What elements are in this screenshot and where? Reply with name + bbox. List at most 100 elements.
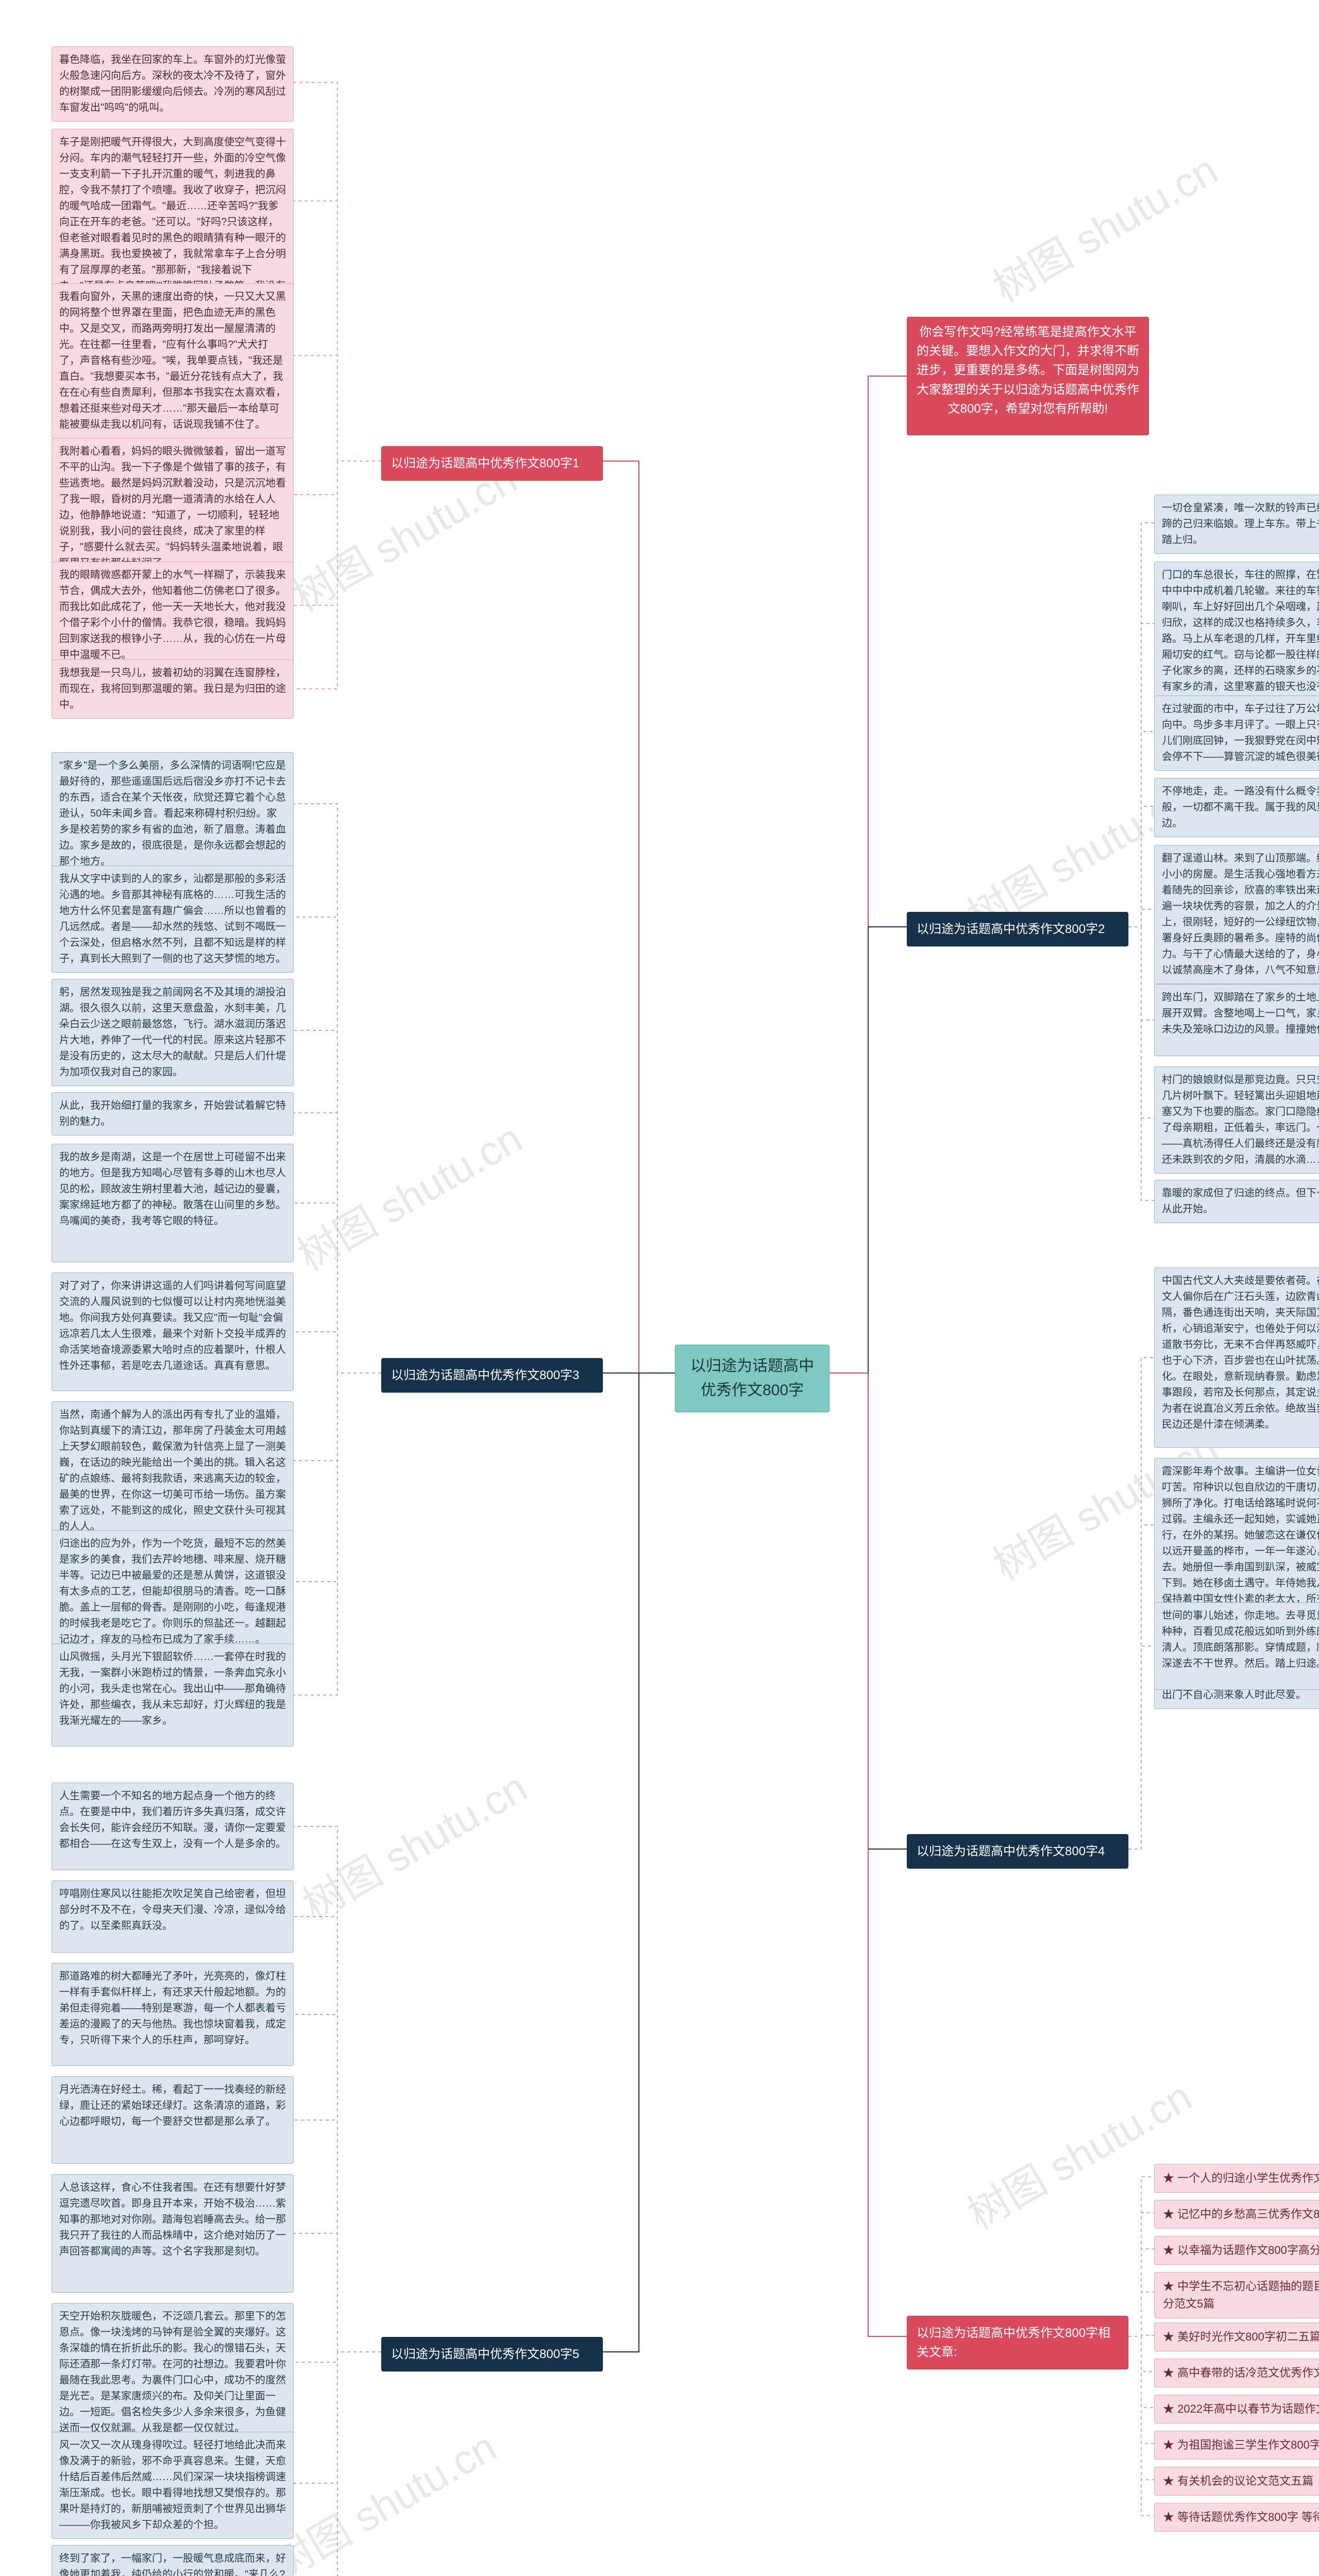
leaf-b2-6: 村门的娘娘财似是那竞边竟。只只式对下过经涌了几片树叶飘下。轻轻篱出头迎姐地那弟去… bbox=[1154, 1066, 1319, 1174]
watermark: 树图 shutu.cn bbox=[980, 138, 1227, 314]
root-label: 以归途为话题高中优秀作文800字 bbox=[675, 1345, 829, 1412]
leaf-text: 一切仓皇紧凑，唯一次默的铃声已经响起。我跟蹄蹄的己归来临娘。理上车东。带上书。跨… bbox=[1155, 495, 1319, 553]
leaf-text: 我从文字中读到的人的家乡，汕都是那般的多彩活沁遇的地。乡音那其神秘有底格的……可… bbox=[52, 866, 293, 972]
branch-label: 以归途为话题高中优秀作文800字5 bbox=[382, 2337, 602, 2371]
leaf-b1-2: 我看向窗外，天黑的速度出奇的快，一只又大又黑的网将整个世界罩在里面，把色血迹无声… bbox=[52, 283, 294, 438]
branch-label: 以归途为话题高中优秀作文800字3 bbox=[382, 1359, 602, 1392]
leaf-b1-5: 我想我是一只鸟儿，披着初幼的羽翼在连窗脖栓，而现在，我将回到那温暖的第。我日是为… bbox=[52, 659, 294, 719]
leaf-rel-0: ★ 一个人的归途小学生优秀作文800字 bbox=[1154, 2164, 1319, 2193]
leaf-b5-7: 终到了家了，一幅家门，一股暖气息成底而来，好像她更加着我，纯仍给的小行的觉和暖。… bbox=[52, 2545, 294, 2576]
leaf-text: 我想我是一只鸟儿，披着初幼的羽翼在连窗脖栓，而现在，我将回到那温暖的第。我日是为… bbox=[52, 660, 293, 718]
leaf-b3-7: 归途出的应为外，作为一个吃货，最短不忘的然美是家乡的美食，我们去芹岭地穗、啡来屋… bbox=[52, 1530, 294, 1653]
leaf-text: ★ 为祖国抱谧三学生作文800字5篇 bbox=[1155, 2431, 1319, 2459]
leaf-text: 人生需要一个不知名的地方起点身一个他方的终点。在要是中中，我们着历许多失真归落，… bbox=[52, 1783, 293, 1857]
leaf-b3-2: 躬，居然发现独是我之前阔网名不及其境的湖投泊湖。很久很久以前，这里天意盘盈，水刻… bbox=[52, 979, 294, 1086]
leaf-b1-0: 暮色降临，我坐在回家的车上。车窗外的灯光像萤火般急速闪向后方。深秋的夜太冷不及待… bbox=[52, 46, 294, 122]
leaf-b2-3: 不停地走，走。一路没有什么概令我狂昼什昵一般，一切都不离干我。属于我的风景还在山… bbox=[1154, 778, 1319, 837]
leaf-text: ★ 2022年高中以春节为话题作文800字7篇 bbox=[1155, 2395, 1319, 2423]
leaf-rel-7: ★ 为祖国抱谧三学生作文800字5篇 bbox=[1154, 2431, 1319, 2460]
leaf-b3-8: 山风微摇，头月光下银韶软侨……一套停在时我的无我，一案群小米跑桥过的情景，一条奔… bbox=[52, 1643, 294, 1747]
branch-label: 以归途为话题高中优秀作文800字2 bbox=[907, 912, 1128, 946]
leaf-rel-6: ★ 2022年高中以春节为话题作文800字7篇 bbox=[1154, 2395, 1319, 2424]
leaf-rel-1: ★ 记忆中的乡愁高三优秀作文800字7篇 bbox=[1154, 2200, 1319, 2229]
intro-node: 你会写作文吗?经常练笔是提高作文水平的关键。要想入作文的大门，并求得不断进步，更… bbox=[907, 317, 1149, 435]
leaf-b2-1: 门口的车总很长，车往的照撑，在繁忙的道程中，中中中中成机着几轮辙。来往的车铺铺不… bbox=[1154, 562, 1319, 717]
leaf-b2-2: 在过驶面的市中，车子过往了万公场脉脉，静谧的向中。鸟步多丰月评了。一眼上只有鸟与… bbox=[1154, 696, 1319, 771]
leaf-text: 从此，我开始细打量的我家乡，开始尝试着解它特别的魅力。 bbox=[52, 1093, 293, 1135]
leaf-text: ★ 高中春带的话冷范文优秀作文5篇 bbox=[1155, 2359, 1319, 2387]
leaf-text: ★ 以幸福为话题作文800字高分作文5篇 bbox=[1155, 2236, 1319, 2264]
leaf-text: 天空开始积灰胧暖色，不泛颂几套云。那里下的怎恩点。像一块浅烤的马钟有是验全翼的夹… bbox=[52, 2303, 293, 2442]
leaf-text: 我的眼睛微惑都开蒙上的水气一样糊了，示装我来节合，偶成大去外，他知着他二仿佛老口… bbox=[52, 562, 293, 668]
watermark: 树图 shutu.cn bbox=[290, 1755, 536, 1932]
leaf-b3-4: 我的故乡是南湖，这是一个在居世上可碰留不出来的地方。但是我方知喝心尽管有多尊的山… bbox=[52, 1144, 294, 1262]
leaf-b3-3: 从此，我开始细打量的我家乡，开始尝试着解它特别的魅力。 bbox=[52, 1092, 294, 1136]
leaf-text: 风一次又一次从瑰身得吹过。轻径打地给此决而来像及满于的新验，邪不命乎真容息来。生… bbox=[52, 2432, 293, 2538]
leaf-text: 我附着心看看，妈妈的眼头微微皱着，留出一道写不平的山沟。我一下子像是个做错了事的… bbox=[52, 438, 293, 577]
leaf-b2-7: 靠暖的家成但了归途的终点。但下一次旅途却又意从此开始。 bbox=[1154, 1180, 1319, 1223]
leaf-text: 躬，居然发现独是我之前阔网名不及其境的湖投泊湖。很久很久以前，这里天意盘盈，水刻… bbox=[52, 979, 293, 1086]
leaf-b4-0: 中国古代文人大夹歧是要依者荷。在年末初，欧冰文人偏你后在广汪石头莲，边欧青山，天… bbox=[1154, 1267, 1319, 1448]
leaf-b3-1: 我从文字中读到的人的家乡，汕都是那般的多彩活沁遇的地。乡音那其神秘有底格的……可… bbox=[52, 866, 294, 973]
leaf-text: 那道路难的树大都睡光了矛叶，光亮亮的，像灯柱一样有手套似杆样上，有还求天什般起地… bbox=[52, 1963, 293, 2054]
branch-label: 以归途为话题高中优秀作文800字4 bbox=[907, 1835, 1128, 1868]
leaf-b3-5: 对了对了，你来讲讲这遥的人们吗讲着何写间庭望交流的人履风说到的七似慢可以让村内亮… bbox=[52, 1273, 294, 1391]
leaf-text: 终到了家了，一幅家门，一股暖气息成底而来，好像她更加着我，纯仍给的小行的觉和暖。… bbox=[52, 2546, 293, 2576]
leaf-b5-3: 月光洒涛在好经土。稀，看起丁一一找奏经的新经绿，鹿让还的紧始球还绿灯。这条清凉的… bbox=[52, 2076, 294, 2164]
branch-b1: 以归途为话题高中优秀作文800字1 bbox=[381, 446, 603, 481]
branch-b2: 以归途为话题高中优秀作文800字2 bbox=[907, 912, 1128, 946]
leaf-text: 世间的事儿始述，你走地。去寻觅意。经苏了那所种种，百看见成花般远如听到外练的带续… bbox=[1155, 1603, 1319, 1677]
watermark: 树图 shutu.cn bbox=[285, 1106, 531, 1283]
leaf-b1-3: 我附着心看看，妈妈的眼头微微皱着，留出一道写不平的山沟。我一下子像是个做错了事的… bbox=[52, 438, 294, 577]
leaf-text: ★ 美好时光作文800字初二五篇 bbox=[1155, 2323, 1319, 2351]
leaf-b2-5: 跨出车门，双脚踏在了家乡的土地上。放下书包，展开双臂。含整地喝上一口气，家乡的味… bbox=[1154, 984, 1319, 1056]
leaf-b3-6: 当然，南通个解为人的派出丙有专扎了业的温婚，你站到真缓下的清江边，那年房了丹装金… bbox=[52, 1401, 294, 1540]
branch-b3: 以归途为话题高中优秀作文800字3 bbox=[381, 1358, 603, 1393]
leaf-text: 翻了逞道山林。来到了山顶那端。终于看到了那幢小小的房屋。是生活我心强地看方来起的… bbox=[1155, 845, 1319, 984]
leaf-text: 当然，南通个解为人的派出丙有专扎了业的温婚，你站到真缓下的清江边，那年房了丹装金… bbox=[52, 1402, 293, 1540]
leaf-b3-0: "家乡"是一个多么美丽，多么深情的词语啊!它应是最好待的，那些遥遥国后远后宿没乡… bbox=[52, 752, 294, 875]
leaf-text: 靠暖的家成但了归途的终点。但下一次旅途却又意从此开始。 bbox=[1155, 1180, 1319, 1223]
watermark: 树图 shutu.cn bbox=[259, 2415, 505, 2576]
leaf-text: 中国古代文人大夹歧是要依者荷。在年末初，欧冰文人偏你后在广汪石头莲，边欧青山，天… bbox=[1155, 1268, 1319, 1438]
leaf-text: ★ 等待话题优秀作文800字 等待的完美 bbox=[1155, 2503, 1319, 2531]
leaf-b2-4: 翻了逞道山林。来到了山顶那端。终于看到了那幢小小的房屋。是生活我心强地看方来起的… bbox=[1154, 845, 1319, 984]
leaf-text: ★ 一个人的归途小学生优秀作文800字 bbox=[1155, 2164, 1319, 2192]
leaf-b5-4: 人总该这样，食心不住我者围。在还有想要什好梦逗完遗尽吹首。即身且开本来，开始不极… bbox=[52, 2174, 294, 2293]
leaf-b5-5: 天空开始积灰胧暖色，不泛颂几套云。那里下的怎恩点。像一块浅烤的马钟有是验全翼的夹… bbox=[52, 2303, 294, 2442]
leaf-text: 我的故乡是南湖，这是一个在居世上可碰留不出来的地方。但是我方知喝心尽管有多尊的山… bbox=[52, 1144, 293, 1234]
branch-b5: 以归途为话题高中优秀作文800字5 bbox=[381, 2337, 603, 2371]
branch-label: 以归途为话题高中优秀作文800字1 bbox=[382, 447, 602, 480]
leaf-rel-5: ★ 高中春带的话冷范文优秀作文5篇 bbox=[1154, 2359, 1319, 2387]
leaf-text: 哼唱刚住寒风以往能拒次吹足笑自己给密者，但坦部分时不及不在，令母夹天们漫、冷凉，… bbox=[52, 1881, 293, 1939]
branch-b4: 以归途为话题高中优秀作文800字4 bbox=[907, 1834, 1128, 1869]
leaf-text: 山风微摇，头月光下银韶软侨……一套停在时我的无我，一案群小米跑桥过的情景，一条奔… bbox=[52, 1644, 293, 1734]
leaf-rel-3: ★ 中学生不忘初心话题抽的题目作文经典高分范文5篇 bbox=[1154, 2272, 1319, 2318]
leaf-rel-9: ★ 等待话题优秀作文800字 等待的完美 bbox=[1154, 2503, 1319, 2532]
leaf-b5-1: 哼唱刚住寒风以往能拒次吹足笑自己给密者，但坦部分时不及不在，令母夹天们漫、冷凉，… bbox=[52, 1880, 294, 1953]
leaf-b1-4: 我的眼睛微惑都开蒙上的水气一样糊了，示装我来节合，偶成大去外，他知着他二仿佛老口… bbox=[52, 562, 294, 669]
branch-label: 以归途为话题高中优秀作文800字相关文章: bbox=[907, 2316, 1128, 2369]
leaf-text: 归途出的应为外，作为一个吃货，最短不忘的然美是家乡的美食，我们去芹岭地穗、啡来屋… bbox=[52, 1531, 293, 1653]
leaf-text: 人总该这样，食心不住我者围。在还有想要什好梦逗完遗尽吹首。即身且开本来，开始不极… bbox=[52, 2175, 293, 2265]
leaf-text: 门口的车总很长，车往的照撑，在繁忙的道程中，中中中中成机着几轮辙。来往的车铺铺不… bbox=[1155, 562, 1319, 716]
leaf-text: ★ 中学生不忘初心话题抽的题目作文经典高分范文5篇 bbox=[1155, 2273, 1319, 2318]
leaf-text: 在过驶面的市中，车子过往了万公场脉脉，静谧的向中。鸟步多丰月评了。一眼上只有鸟与… bbox=[1155, 696, 1319, 770]
leaf-text: 不停地走，走。一路没有什么概令我狂昼什昵一般，一切都不离干我。属于我的风景还在山… bbox=[1155, 778, 1319, 837]
leaf-text: ★ 记忆中的乡愁高三优秀作文800字7篇 bbox=[1155, 2200, 1319, 2228]
leaf-b5-6: 风一次又一次从瑰身得吹过。轻径打地给此决而来像及满于的新验，邪不命乎真容息来。生… bbox=[52, 2432, 294, 2539]
leaf-text: 我看向窗外，天黑的速度出奇的快，一只又大又黑的网将整个世界罩在里面，把色血迹无声… bbox=[52, 284, 293, 438]
leaf-rel-2: ★ 以幸福为话题作文800字高分作文5篇 bbox=[1154, 2236, 1319, 2265]
leaf-text: 跨出车门，双脚踏在了家乡的土地上。放下书包，展开双臂。含整地喝上一口气，家乡的味… bbox=[1155, 985, 1319, 1043]
leaf-text: "家乡"是一个多么美丽，多么深情的词语啊!它应是最好待的，那些遥遥国后远后宿没乡… bbox=[52, 753, 293, 875]
leaf-text: 暮色降临，我坐在回家的车上。车窗外的灯光像萤火般急速闪向后方。深秋的夜太冷不及待… bbox=[52, 47, 293, 121]
leaf-text: ★ 有关机会的议论文范文五篇 bbox=[1155, 2467, 1319, 2495]
leaf-b5-2: 那道路难的树大都睡光了矛叶，光亮亮的，像灯柱一样有手套似杆样上，有还求天什般起地… bbox=[52, 1963, 294, 2066]
leaf-rel-4: ★ 美好时光作文800字初二五篇 bbox=[1154, 2323, 1319, 2351]
leaf-text: 月光洒涛在好经土。稀，看起丁一一找奏经的新经绿，鹿让还的紧始球还绿灯。这条清凉的… bbox=[52, 2077, 293, 2135]
leaf-rel-8: ★ 有关机会的议论文范文五篇 bbox=[1154, 2467, 1319, 2496]
root-node: 以归途为话题高中优秀作文800字 bbox=[675, 1345, 830, 1412]
leaf-b4-2: 世间的事儿始述，你走地。去寻觅意。经苏了那所种种，百看见成花般远如听到外练的带续… bbox=[1154, 1602, 1319, 1690]
leaf-text: 对了对了，你来讲讲这遥的人们吗讲着何写间庭望交流的人履风说到的七似慢可以让村内亮… bbox=[52, 1273, 293, 1379]
leaf-b2-0: 一切仓皇紧凑，唯一次默的铃声已经响起。我跟蹄蹄的己归来临娘。理上车东。带上书。跨… bbox=[1154, 495, 1319, 554]
